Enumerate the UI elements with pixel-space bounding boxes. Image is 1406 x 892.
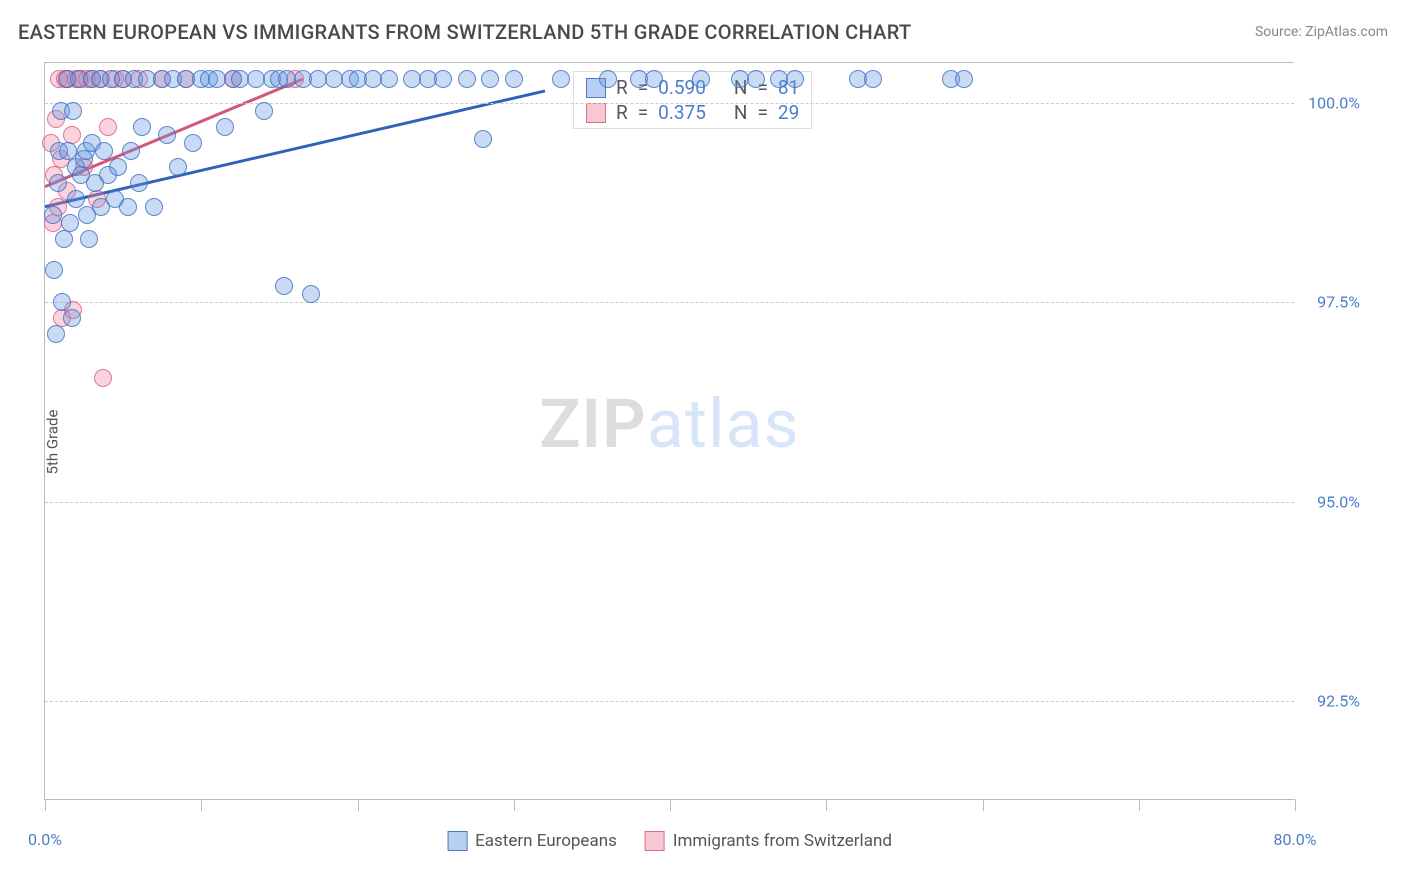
x-tick	[45, 799, 46, 811]
scatter-point-pink	[99, 118, 117, 136]
x-tick	[670, 799, 671, 811]
swatch-pink-icon	[586, 103, 606, 123]
scatter-point-blue	[63, 309, 81, 327]
scatter-point-blue	[552, 70, 570, 88]
y-tick-label: 97.5%	[1317, 293, 1360, 312]
scatter-point-blue	[255, 102, 273, 120]
trend-lines	[45, 63, 1295, 801]
scatter-point-blue	[122, 142, 140, 160]
scatter-point-blue	[786, 70, 804, 88]
scatter-point-blue	[505, 70, 523, 88]
gridline	[45, 103, 1294, 104]
scatter-point-blue	[158, 126, 176, 144]
n-value-pink: 29	[778, 101, 799, 124]
chart-title: EASTERN EUROPEAN VS IMMIGRANTS FROM SWIT…	[18, 20, 911, 44]
scatter-point-blue	[61, 214, 79, 232]
legend-label-pink: Immigrants from Switzerland	[673, 831, 892, 851]
trend-line-blue	[45, 91, 545, 207]
x-tick	[1295, 799, 1296, 811]
scatter-point-blue	[145, 198, 163, 216]
scatter-point-blue	[95, 142, 113, 160]
y-tick-label: 92.5%	[1317, 692, 1360, 711]
scatter-point-blue	[692, 70, 710, 88]
chart-container: 5th Grade ZIPatlas R = 0.590 N = 81 R = …	[44, 62, 1384, 822]
scatter-point-blue	[481, 70, 499, 88]
gridline	[45, 302, 1294, 303]
r-value-pink: 0.375	[658, 101, 706, 124]
x-tick-label: 0.0%	[28, 830, 62, 849]
watermark-atlas: atlas	[647, 384, 800, 464]
y-tick-label: 95.0%	[1317, 492, 1360, 511]
gridline	[45, 701, 1294, 702]
legend-item-pink: Immigrants from Switzerland	[645, 831, 892, 851]
scatter-point-blue	[380, 70, 398, 88]
scatter-point-blue	[216, 118, 234, 136]
scatter-point-blue	[645, 70, 663, 88]
legend-item-blue: Eastern Europeans	[447, 831, 617, 851]
scatter-point-blue	[80, 230, 98, 248]
x-tick	[826, 799, 827, 811]
scatter-point-blue	[133, 118, 151, 136]
scatter-point-blue	[64, 102, 82, 120]
scatter-point-blue	[275, 277, 293, 295]
scatter-point-blue	[434, 70, 452, 88]
scatter-point-blue	[458, 70, 476, 88]
x-tick	[514, 799, 515, 811]
scatter-point-blue	[109, 158, 127, 176]
r-label: R	[616, 101, 628, 124]
source-link[interactable]: ZipAtlas.com	[1305, 24, 1388, 40]
x-tick	[1139, 799, 1140, 811]
x-tick	[358, 799, 359, 811]
scatter-point-blue	[55, 230, 73, 248]
swatch-blue-icon	[447, 831, 467, 851]
scatter-point-blue	[119, 198, 137, 216]
scatter-point-blue	[302, 285, 320, 303]
x-tick-label: 80.0%	[1274, 830, 1317, 849]
scatter-point-blue	[474, 130, 492, 148]
gridline	[45, 502, 1294, 503]
swatch-pink-icon	[645, 831, 665, 851]
r-label: R	[616, 76, 628, 99]
source-prefix: Source:	[1255, 24, 1305, 40]
scatter-point-blue	[747, 70, 765, 88]
plot-area: ZIPatlas R = 0.590 N = 81 R = 0.375 N =	[44, 62, 1294, 800]
source-attribution: Source: ZipAtlas.com	[1255, 24, 1388, 40]
scatter-point-pink	[94, 369, 112, 387]
scatter-point-blue	[599, 70, 617, 88]
scatter-point-blue	[955, 70, 973, 88]
x-tick	[983, 799, 984, 811]
scatter-point-blue	[49, 174, 67, 192]
legend-label-blue: Eastern Europeans	[475, 831, 617, 851]
scatter-point-blue	[864, 70, 882, 88]
scatter-point-blue	[47, 325, 65, 343]
scatter-point-blue	[45, 261, 63, 279]
eq: =	[638, 101, 648, 124]
x-tick	[201, 799, 202, 811]
scatter-point-blue	[184, 134, 202, 152]
stats-row-pink: R = 0.375 N = 29	[586, 101, 799, 124]
scatter-point-blue	[44, 206, 62, 224]
scatter-point-blue	[130, 174, 148, 192]
y-tick-label: 100.0%	[1308, 93, 1360, 112]
series-legend: Eastern Europeans Immigrants from Switze…	[447, 831, 892, 851]
scatter-point-blue	[169, 158, 187, 176]
watermark: ZIPatlas	[539, 384, 799, 464]
n-label: N	[734, 101, 748, 124]
scatter-point-blue	[67, 190, 85, 208]
eq: =	[757, 101, 767, 124]
watermark-zip: ZIP	[539, 384, 646, 464]
